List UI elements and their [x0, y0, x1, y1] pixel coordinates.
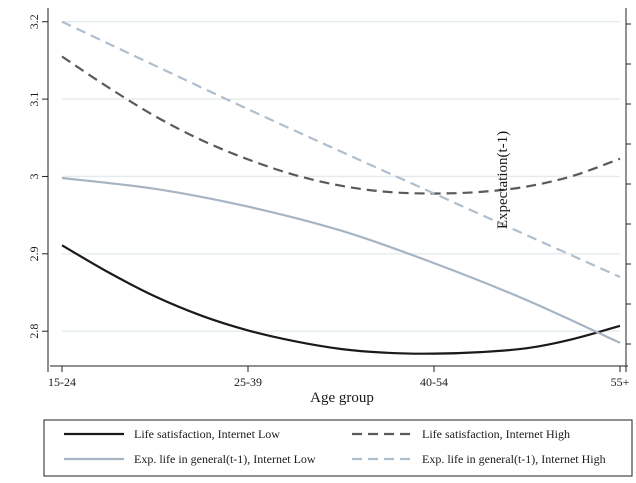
y-tick-label: 3.1	[27, 92, 41, 107]
right-axis-title: Expectation(t-1)	[495, 131, 511, 229]
series-line-3	[61, 20, 621, 279]
series-line-1	[61, 55, 621, 195]
y-tick-label: 3.2	[27, 14, 41, 29]
axes: 2.8 2.9 3 3.1 3.2 15-24 25-39 40-54 55+	[27, 8, 631, 389]
y-tick-label: 2.9	[27, 246, 41, 261]
x-tick-label: 55+	[611, 375, 630, 389]
series-line-2	[61, 176, 621, 344]
x-axis-title: Age group	[310, 390, 374, 406]
x-tick-label: 25-39	[234, 375, 262, 389]
legend: Life satisfaction, Internet Low Life sati…	[43, 419, 633, 477]
legend-label-2: Exp. life in general(t-1), Internet Low	[134, 452, 316, 466]
x-tick-label: 40-54	[420, 375, 448, 389]
legend-label-0: Life satisfaction, Internet Low	[134, 427, 280, 441]
y-tick-label: 2.8	[27, 324, 41, 339]
x-tick-label: 15-24	[48, 375, 76, 389]
legend-label-3: Exp. life in general(t-1), Internet High	[422, 452, 606, 466]
legend-box	[43, 419, 633, 477]
series-line-0	[61, 244, 621, 355]
legend-label-1: Life satisfaction, Internet High	[422, 427, 570, 441]
gridlines	[62, 21, 620, 332]
y-tick-label: 3	[27, 173, 41, 179]
plot-lines	[61, 20, 621, 355]
